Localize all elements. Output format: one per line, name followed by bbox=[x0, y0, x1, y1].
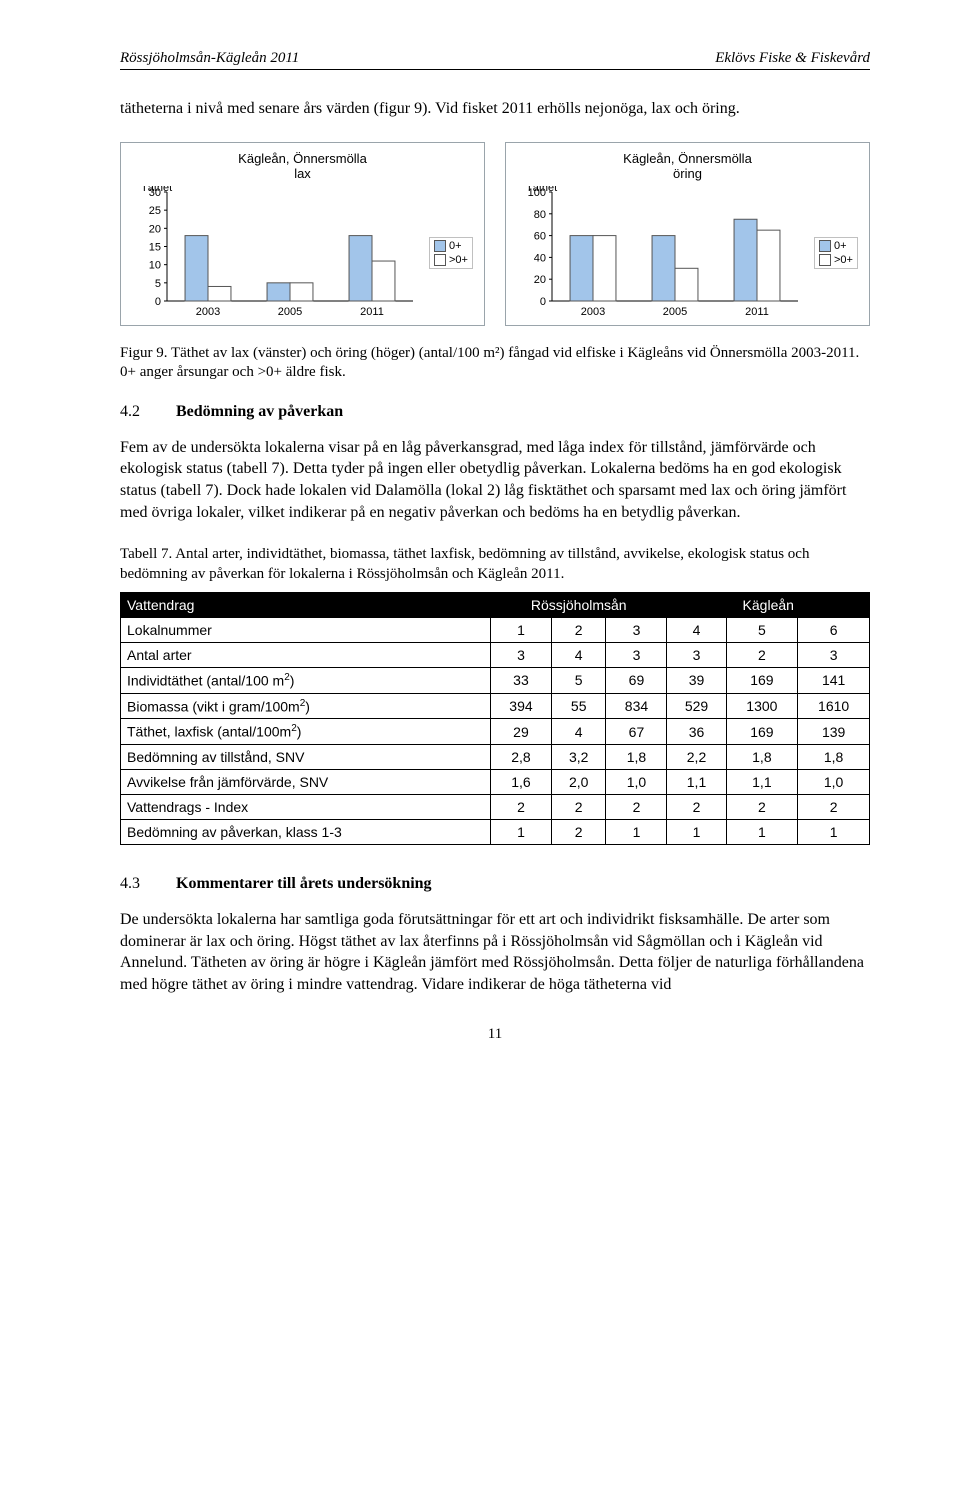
svg-text:2011: 2011 bbox=[745, 306, 769, 318]
legend-swatch-icon bbox=[819, 240, 831, 252]
table-row: Täthet, laxfisk (antal/100m2)29467361691… bbox=[121, 719, 870, 745]
svg-text:15: 15 bbox=[149, 241, 161, 253]
chart-oring-body: 020406080100Täthet200320052011 0+ >0+ bbox=[514, 186, 861, 321]
svg-text:60: 60 bbox=[534, 230, 546, 242]
chart-lax-title: Kägleån, Önnersmölla lax bbox=[129, 151, 476, 182]
header-left: Rössjöholmsån-Kägleån 2011 bbox=[120, 50, 299, 67]
page-header: Rössjöholmsån-Kägleån 2011 Eklövs Fiske … bbox=[120, 50, 870, 70]
page: Rössjöholmsån-Kägleån 2011 Eklövs Fiske … bbox=[0, 0, 960, 1073]
legend-swatch-icon bbox=[434, 254, 446, 266]
table-7: Vattendrag Rössjöholmsån Kägleån Lokalnu… bbox=[120, 592, 870, 845]
table-row: Antal arter343323 bbox=[121, 643, 870, 668]
table-row: Vattendrag Rössjöholmsån Kägleån bbox=[121, 593, 870, 618]
header-right: Eklövs Fiske & Fiskevård bbox=[715, 50, 870, 67]
svg-text:2003: 2003 bbox=[196, 306, 220, 318]
intro-paragraph: tätheterna i nivå med senare års värden … bbox=[120, 98, 870, 120]
table-row: Vattendrags - Index222222 bbox=[121, 795, 870, 820]
table-row: Individtäthet (antal/100 m2)335693916914… bbox=[121, 668, 870, 694]
svg-text:2003: 2003 bbox=[581, 306, 605, 318]
svg-text:2005: 2005 bbox=[663, 306, 687, 318]
table-row: Bedömning av påverkan, klass 1-3121111 bbox=[121, 820, 870, 845]
table-row: Avvikelse från jämförvärde, SNV1,62,01,0… bbox=[121, 770, 870, 795]
chart-lax-svg: 051015202530Täthet200320052011 bbox=[129, 186, 419, 321]
chart-lax: Kägleån, Önnersmölla lax 051015202530Tät… bbox=[120, 142, 485, 326]
legend-item: >0+ bbox=[434, 254, 468, 266]
charts-row: Kägleån, Önnersmölla lax 051015202530Tät… bbox=[120, 142, 870, 326]
svg-text:80: 80 bbox=[534, 209, 546, 221]
section-4-3-heading: 4.3 Kommentarer till årets undersökning bbox=[120, 875, 870, 893]
chart-oring-svg: 020406080100Täthet200320052011 bbox=[514, 186, 804, 321]
svg-text:20: 20 bbox=[149, 223, 161, 235]
section-4-2-paragraph: Fem av de undersökta lokalerna visar på … bbox=[120, 437, 870, 523]
table-row: Bedömning av tillstånd, SNV2,83,21,82,21… bbox=[121, 745, 870, 770]
section-4-2-heading: 4.2 Bedömning av påverkan bbox=[120, 403, 870, 421]
legend-item: 0+ bbox=[819, 240, 853, 252]
section-4-3-paragraph: De undersökta lokalerna har samtliga god… bbox=[120, 909, 870, 995]
svg-text:5: 5 bbox=[155, 278, 161, 290]
legend-item: 0+ bbox=[434, 240, 468, 252]
svg-text:Täthet: Täthet bbox=[526, 186, 557, 194]
table-row: Lokalnummer123456 bbox=[121, 618, 870, 643]
chart-oring-legend: 0+ >0+ bbox=[814, 237, 858, 269]
svg-text:25: 25 bbox=[149, 205, 161, 217]
svg-text:0: 0 bbox=[540, 296, 546, 308]
svg-text:20: 20 bbox=[534, 274, 546, 286]
chart-oring: Kägleån, Önnersmölla öring 020406080100T… bbox=[505, 142, 870, 326]
svg-text:40: 40 bbox=[534, 252, 546, 264]
table-row: Biomassa (vikt i gram/100m2)394558345291… bbox=[121, 693, 870, 719]
chart-lax-legend: 0+ >0+ bbox=[429, 237, 473, 269]
chart-oring-title: Kägleån, Önnersmölla öring bbox=[514, 151, 861, 182]
svg-text:2005: 2005 bbox=[278, 306, 302, 318]
legend-swatch-icon bbox=[819, 254, 831, 266]
chart-lax-body: 051015202530Täthet200320052011 0+ >0+ bbox=[129, 186, 476, 321]
svg-text:10: 10 bbox=[149, 259, 161, 271]
figure-caption: Figur 9. Täthet av lax (vänster) och öri… bbox=[120, 344, 870, 383]
svg-text:0: 0 bbox=[155, 296, 161, 308]
svg-text:2011: 2011 bbox=[360, 306, 384, 318]
table-7-caption: Tabell 7. Antal arter, individtäthet, bi… bbox=[120, 545, 870, 584]
page-number: 11 bbox=[120, 1026, 870, 1043]
svg-text:Täthet: Täthet bbox=[141, 186, 172, 194]
legend-swatch-icon bbox=[434, 240, 446, 252]
legend-item: >0+ bbox=[819, 254, 853, 266]
